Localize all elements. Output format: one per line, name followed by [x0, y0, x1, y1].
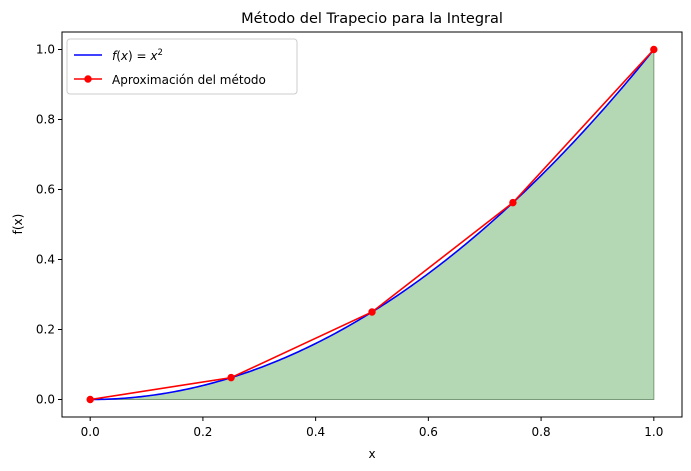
legend-marker-approximation — [84, 75, 92, 83]
y-tick-label: 0.0 — [36, 393, 55, 407]
legend-box — [66, 38, 298, 95]
y-tick-label: 0.4 — [36, 253, 55, 267]
shaded-area — [90, 48, 655, 400]
x-tick-label: 0.2 — [193, 425, 212, 439]
x-axis: 0.0 0.2 0.4 0.6 0.8 1.0 — [81, 417, 663, 439]
y-tick-label: 0.2 — [36, 323, 55, 337]
data-point-approximation — [368, 308, 376, 316]
plot-area — [86, 45, 658, 404]
x-axis-label: x — [368, 447, 375, 461]
legend-label-curve: f(x) = x2 — [112, 48, 163, 63]
data-point-approximation — [227, 373, 235, 382]
x-tick-label: 0.8 — [532, 425, 551, 439]
data-point-approximation — [86, 395, 94, 404]
y-tick-label: 1.0 — [36, 43, 55, 57]
x-tick-label: 0.6 — [419, 425, 438, 439]
y-axis: 0.0 0.2 0.4 0.6 0.8 1.0 — [36, 43, 62, 407]
x-tick-label: 1.0 — [644, 425, 663, 439]
data-point-approximation — [650, 45, 658, 54]
y-tick-label: 0.8 — [36, 113, 55, 127]
data-point-approximation — [509, 198, 517, 207]
legend-label-approximation: Aproximación del método — [112, 73, 266, 87]
chart-title: Método del Trapecio para la Integral — [241, 11, 503, 27]
legend: f(x) = x2 Aproximación del método — [66, 38, 298, 95]
plot-frame — [61, 31, 683, 418]
y-axis-label: f(x) — [11, 214, 25, 235]
x-tick-label: 0.4 — [306, 425, 325, 439]
y-tick-label: 0.6 — [36, 183, 55, 197]
x-tick-label: 0.0 — [81, 425, 100, 439]
